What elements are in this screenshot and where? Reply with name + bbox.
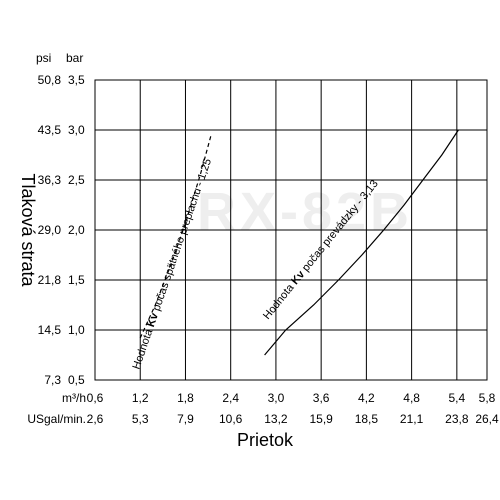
series-label-part: Hodnota	[261, 280, 298, 322]
y-axis-ticks: 7,3 0,5 14,5 1,0 21,8 1,5 29,0 2,0 36,3 2,5 43,5 3,…	[38, 73, 85, 387]
y-tick-label-psi: 36,3	[38, 173, 62, 187]
x-tick-label-usgal: 13,2	[264, 412, 288, 426]
x-tick-label-usgal: 2,6	[87, 412, 104, 426]
x-axis-title: Prietok	[237, 430, 294, 450]
x-tick-label-usgal: 23,8	[445, 412, 469, 426]
x-secondary-unit: USgal/min.	[27, 412, 86, 426]
x-tick-label-usgal: 18,5	[355, 412, 379, 426]
series-label-1: Hodnota Kv počas spätného preplachu - 1,…	[130, 157, 214, 371]
y-tick-label-psi: 14,5	[38, 323, 62, 337]
y-tick-label-psi: 43,5	[38, 123, 62, 137]
x-tick-label-usgal: 5,3	[132, 412, 149, 426]
x-tick-label-m3h: 2,4	[222, 391, 239, 405]
series-line-1	[139, 134, 212, 339]
x-tick-label-m3h: 3,6	[313, 391, 330, 405]
y-tick-label-bar: 2,5	[68, 173, 85, 187]
y-primary-unit: bar	[66, 51, 83, 65]
x-tick-label-m3h: 1,8	[177, 391, 194, 405]
x-tick-label-m3h: 1,2	[132, 391, 149, 405]
x-axis-ticks: 0,6 2,6 1,2 5,3 1,8 7,9 2,4 10,6 3,0 13,2 3,6 15,9 4…	[87, 391, 499, 426]
y-tick-label-bar: 1,5	[68, 273, 85, 287]
x-tick-label-usgal: 10,6	[219, 412, 243, 426]
y-secondary-unit: psi	[36, 51, 51, 65]
series-label-part: Kv	[145, 311, 161, 329]
y-tick-label-psi: 21,8	[38, 273, 62, 287]
series-label-part: Hodnota	[130, 325, 156, 371]
y-tick-label-bar: 2,0	[68, 223, 85, 237]
plot-frame	[94, 79, 488, 381]
x-tick-label-m3h: 5,4	[449, 391, 466, 405]
x-tick-label-m3h: 5,8	[479, 391, 496, 405]
x-tick-label-m3h: 0,6	[87, 391, 104, 405]
y-tick-label-psi: 7,3	[44, 373, 61, 387]
y-tick-label-bar: 3,5	[68, 73, 85, 87]
watermark-text: RX-82B	[197, 182, 413, 242]
y-tick-label-bar: 0,5	[68, 373, 85, 387]
x-tick-label-usgal: 15,9	[309, 412, 333, 426]
y-axis-title: Tlaková strata	[18, 173, 38, 287]
y-tick-label-bar: 1,0	[68, 323, 85, 337]
x-tick-label-usgal: 7,9	[177, 412, 194, 426]
x-tick-label-m3h: 4,8	[403, 391, 420, 405]
series-line-2	[264, 129, 459, 356]
y-tick-label-psi: 29,0	[38, 223, 62, 237]
x-primary-unit: m³/h	[62, 391, 86, 405]
series-layer: Hodnota Kv počas spätného preplachu - 1,…	[130, 129, 459, 371]
x-tick-label-usgal: 26,4	[475, 412, 499, 426]
y-tick-label-bar: 3,0	[68, 123, 85, 137]
x-tick-label-usgal: 21,1	[400, 412, 424, 426]
x-tick-label-m3h: 3,0	[268, 391, 285, 405]
x-tick-label-m3h: 4,2	[358, 391, 375, 405]
y-tick-label-psi: 50,8	[38, 73, 62, 87]
